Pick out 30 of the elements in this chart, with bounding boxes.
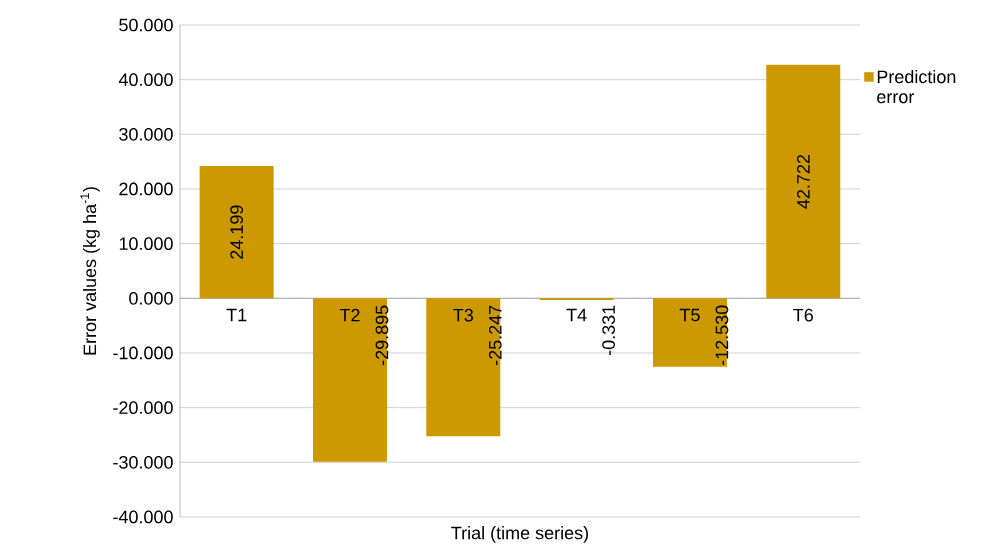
x-tick-label: T4	[566, 308, 587, 322]
y-axis-title: Error values (kg ha$^{-1}$)	[80, 187, 100, 355]
data-label: -12.530	[715, 305, 729, 366]
x-tick-label: T6	[793, 308, 813, 322]
data-label: -0.331	[602, 305, 615, 356]
y-tick-label: 10.000	[119, 237, 173, 251]
data-label: 24.199	[230, 205, 244, 259]
legend-label: Prediction error	[877, 69, 956, 104]
y-tick-label: 50.000	[119, 18, 173, 32]
x-tick-label: T2	[339, 308, 360, 322]
bar	[652, 298, 727, 367]
data-label: -25.247	[488, 305, 502, 366]
y-tick-label: -20.000	[113, 401, 173, 415]
data-label: -29.895	[375, 305, 389, 366]
bar	[766, 64, 841, 299]
y-tick-label: 30.000	[119, 127, 173, 141]
y-tick-label: -30.000	[113, 455, 173, 469]
bar	[199, 166, 274, 299]
x-axis-title: Trial (time series)	[451, 526, 588, 543]
x-tick-label: T5	[679, 308, 700, 322]
y-tick-label: 40.000	[118, 73, 173, 87]
data-label: 42.722	[796, 154, 810, 209]
x-tick-label: T1	[226, 308, 247, 322]
y-tick-label: -40.000	[113, 510, 173, 524]
x-tick-label: T3	[453, 308, 474, 322]
y-tick-label: -10.000	[113, 346, 173, 360]
y-tick-label: 0.000	[129, 291, 173, 305]
bar	[312, 298, 387, 462]
bar	[426, 298, 501, 437]
y-tick-label: 20.000	[119, 182, 173, 196]
